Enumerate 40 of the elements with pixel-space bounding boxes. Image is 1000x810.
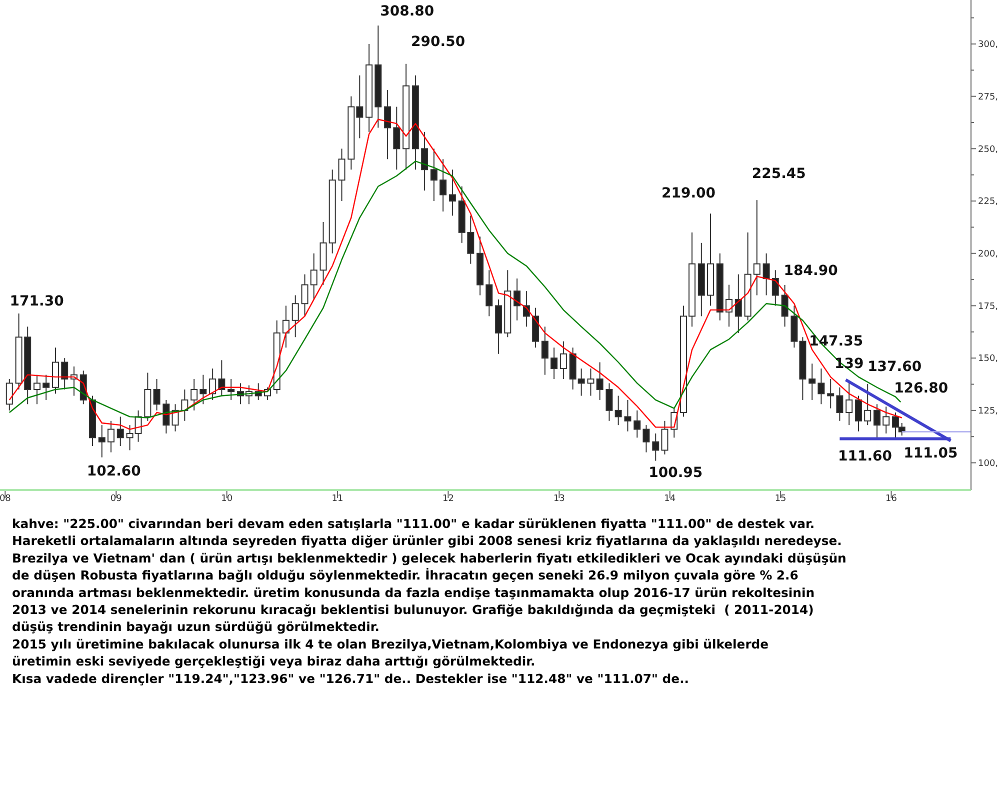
text: üretimin eski seviyede gerçekleştiği veya biraz daha arttığı görülmektedir. (12, 654, 536, 669)
text: 2015 yılı üretimine bakılacak olunursa ilk 4 te olan Brezilya,Vietnam,Kolombiya ve Endonezya gibi ülkelerde (12, 636, 769, 652)
annotation: 126.80 (894, 380, 948, 397)
annotation: 171.30 (10, 293, 64, 310)
x-tick-label: 16 (886, 494, 898, 504)
y-tick-label: 200, (978, 250, 998, 260)
x-tick-label: 12 (442, 494, 454, 504)
x-tick-label: 09 (110, 494, 122, 504)
annotation: 308.80 (380, 4, 434, 20)
text: kahve: "225.00" civarından beri devam eden satışlarla "111.00" e kadar sürüklenen fiyatta "111.00" de destek var. (12, 516, 815, 531)
text: Hareketli ortalamaların altında seyreden fiyatta diğer ürünler gibi 2008 senesi kriz fiyatlarına da yaklaşıldı neredeyse. (12, 533, 842, 548)
text: de düşen Robusta fiyatlarına bağlı olduğu söylenmektedir. İhracatın geçen seneki 26.9 milyon çuvala göre % 2.6 (12, 568, 798, 583)
y-tick-label: 100, (978, 458, 998, 469)
y-tick-label: 225, (978, 197, 998, 208)
y-tick-label: 300, (978, 40, 998, 50)
annotation: 184.90 (784, 262, 838, 279)
text: Brezilya ve Vietnam' dan ( ürün artışı beklenmektedir ) gelecek haberlerin fiyatı etkiledikleri ve Ocak ayındaki düşüşün (12, 550, 846, 566)
x-tick-label: 15 (774, 494, 786, 504)
y-tick-label: 150, (978, 354, 998, 364)
annotation: 111.60 (838, 448, 892, 464)
annotation: 225.45 (752, 166, 806, 182)
y-tick-label: 125, (978, 406, 998, 417)
text: Kısa vadede dirençler "119.24","123.96" ve "126.71" de.. Destekler ise "112.48" ve "111.07" de.. (12, 670, 689, 686)
text: oranında artması beklenmektedir. üretim konusunda da fazla endişe taşınmamakta olup 2016-17 ürün rekoltesinin (12, 584, 815, 600)
annotation: 290.50 (411, 34, 466, 50)
annotation: 111.05 (904, 446, 958, 462)
x-tick-label: 11 (332, 494, 344, 504)
y-tick-label: 275, (978, 92, 998, 102)
y-tick-label: 175, (978, 302, 998, 312)
y-tick-label: 250, (978, 144, 998, 155)
x-tick-label: 08 (0, 494, 12, 504)
annotation: 102.60 (86, 463, 142, 480)
text: 2013 ve 2014 senelerinin rekorunu kıracağı beklentisi bulunuyor. Grafiğe bakıldığında da geçmişteki ( 2011-2014) (12, 602, 814, 617)
x-tick-label: 10 (221, 494, 233, 504)
annotation: 219.00 (661, 186, 716, 202)
x-tick-label: 13 (553, 494, 565, 504)
x-tick-label: 14 (664, 494, 676, 504)
text: düşüş trendinin bayağı uzun sürdüğü görülmektedir. (12, 619, 380, 634)
annotation: 137.60 (868, 359, 922, 376)
annotation: 100.95 (648, 464, 703, 481)
